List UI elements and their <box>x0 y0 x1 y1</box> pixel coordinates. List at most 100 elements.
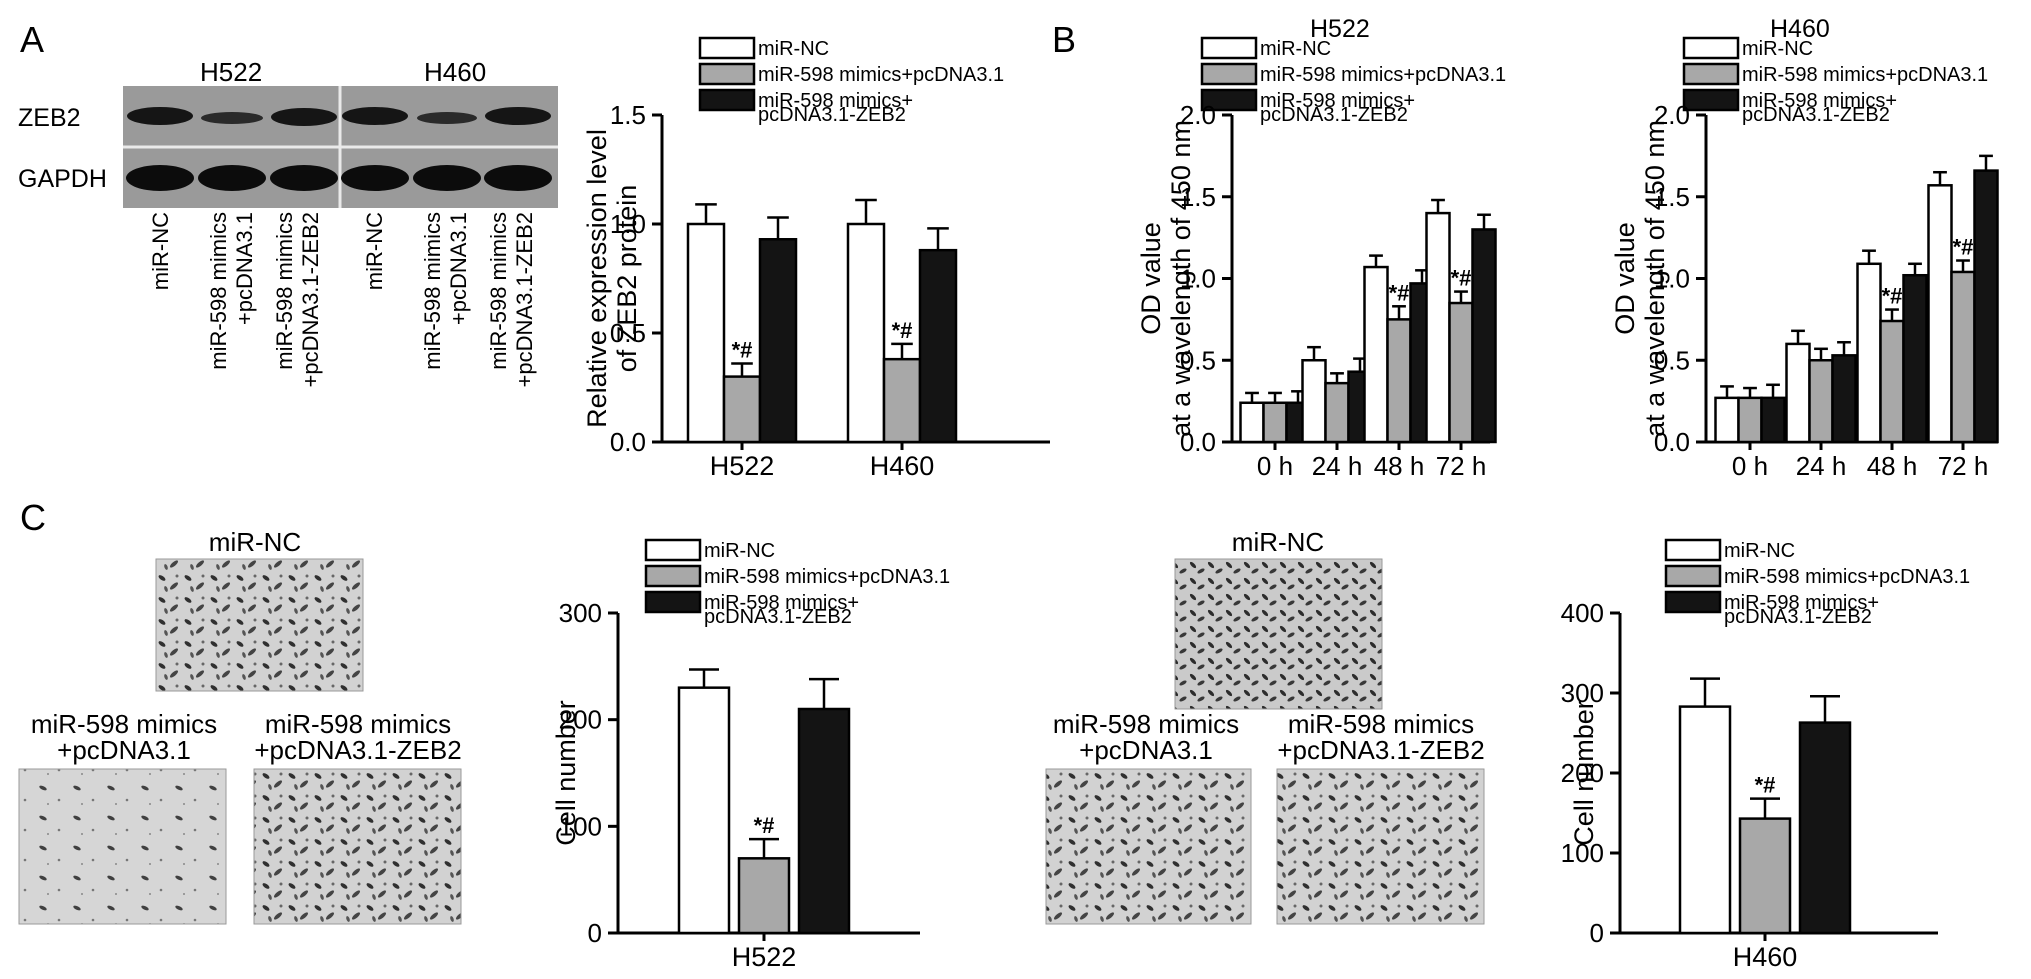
legend-label-2: miR-598 mimics+pcDNA3.1 <box>1260 64 1506 86</box>
y-axis-label: Cell number <box>551 700 581 846</box>
chart-b-h522-od: miR-NC miR-598 mimics+pcDNA3.1 miR-598 mim… <box>1136 15 1506 481</box>
bar-1 <box>1856 262 1882 444</box>
y-tick-label: 0 <box>588 918 602 948</box>
lane-label-2a: miR-598 mimics <box>206 212 231 370</box>
bar-3 <box>1471 228 1497 444</box>
legend-label-3: miR-598 mimics+ <box>1724 592 1879 614</box>
legend-label-3-line2: pcDNA3.1-ZEB2 <box>704 606 852 628</box>
lane-label-5a: miR-598 mimics <box>420 212 445 370</box>
transwell-h460-mimics-label-2: +pcDNA3.1 <box>1079 735 1213 765</box>
legend-swatch-1 <box>1200 36 1258 60</box>
x-tick-label: 72 h <box>1938 451 1989 481</box>
legend-label-3: miR-598 mimics+ <box>758 90 913 112</box>
bar-3 <box>1973 169 1999 444</box>
x-tick-label: 0 h <box>1257 451 1293 481</box>
y-axis-label: Relative expression level <box>582 129 612 428</box>
x-tick-label: 0 h <box>1732 451 1768 481</box>
legend-label-2: miR-598 mimics+pcDNA3.1 <box>704 566 950 588</box>
y-tick-label: 1.0 <box>1654 264 1690 294</box>
transwell-h522-mimics-label-1: miR-598 mimics <box>31 709 217 739</box>
legend-swatch-3 <box>1664 590 1722 614</box>
y-tick-label: 200 <box>1561 758 1604 788</box>
legend-swatch-1 <box>1682 36 1740 60</box>
chart-a-zeb2-expression: miR-NC miR-598 mimics+pcDNA3.1 miR-598 mim… <box>582 36 1050 481</box>
bar-3 <box>918 248 958 444</box>
legend-swatch-1 <box>698 36 756 60</box>
legend-swatch-3 <box>1682 88 1740 112</box>
y-axis-label: Cell number <box>1569 700 1599 846</box>
lane-label-4: miR-NC <box>362 212 387 290</box>
bar-2 <box>1324 381 1350 444</box>
legend-label-1: miR-NC <box>1724 540 1795 562</box>
legend-swatch-3 <box>1200 88 1258 112</box>
y-tick-label: 0.0 <box>1180 427 1216 457</box>
significance-mark: *# <box>1953 235 1974 260</box>
y-tick-label: 0.0 <box>1654 427 1690 457</box>
y-tick-label: 1.5 <box>1180 182 1216 212</box>
x-tick-label: H460 <box>1733 942 1798 972</box>
lane-label-3a: miR-598 mimics <box>272 212 297 370</box>
blot-row-label-gapdh: GAPDH <box>18 165 107 193</box>
bar-3 <box>758 238 798 444</box>
transwell-h460: miR-NC miR-598 mimics +pcDNA3.1 miR-598 … <box>1045 527 1485 925</box>
bar-3 <box>797 707 851 935</box>
significance-mark: *# <box>754 813 775 838</box>
bar-1 <box>1363 265 1389 444</box>
legend-label-2: miR-598 mimics+pcDNA3.1 <box>758 64 1004 86</box>
y-tick-label: 0 <box>1590 918 1604 948</box>
transwell-h460-mimics-label-1: miR-598 mimics <box>1053 709 1239 739</box>
chart-title: H460 <box>1770 15 1830 43</box>
y-tick-label: 1.5 <box>1654 182 1690 212</box>
transwell-h460-mimics-image <box>1045 768 1252 925</box>
bar-3 <box>1760 396 1786 444</box>
chart-c-h522-cell-number: miR-NC miR-598 mimics+pcDNA3.1 miR-598 mim… <box>551 538 950 972</box>
y-tick-label: 0.5 <box>610 318 646 348</box>
legend-label-1: miR-NC <box>1742 38 1813 60</box>
chart-b-h460-od: miR-NC miR-598 mimics+pcDNA3.1 miR-598 mim… <box>1610 15 1999 481</box>
y-tick-label: 200 <box>559 705 602 735</box>
bar-1 <box>1927 184 1953 444</box>
y-tick-label: 1.5 <box>610 100 646 130</box>
legend-swatch-2 <box>698 62 756 86</box>
band-gapdh-lane3 <box>270 165 338 191</box>
bar-2 <box>1950 270 1976 444</box>
bar-1 <box>1239 401 1265 444</box>
bar-2 <box>1448 301 1474 444</box>
transwell-h522-nc-label: miR-NC <box>209 527 301 557</box>
bar-1 <box>677 686 731 935</box>
legend-label-3: miR-598 mimics+ <box>704 592 859 614</box>
legend-swatch-2 <box>644 564 702 588</box>
lane-label-1: miR-NC <box>148 212 173 290</box>
bar-1 <box>1425 211 1451 444</box>
legend-label-1: miR-NC <box>704 540 775 562</box>
legend-swatch-3 <box>644 590 702 614</box>
band-zeb2-lane1 <box>127 107 193 125</box>
bar-2 <box>1808 359 1834 444</box>
significance-mark: *# <box>892 318 913 343</box>
legend-label-2: miR-598 mimics+pcDNA3.1 <box>1724 566 1970 588</box>
transwell-h460-nc-label: miR-NC <box>1232 527 1324 557</box>
transwell-h522: miR-NC miR-598 mimics +pcDNA3.1 miR-598 … <box>18 527 462 925</box>
legend-swatch-3 <box>698 88 756 112</box>
legend-label-1: miR-NC <box>1260 38 1331 60</box>
bar-2 <box>722 375 762 444</box>
x-tick-label: 24 h <box>1796 451 1847 481</box>
y-tick-label: 0.5 <box>1180 345 1216 375</box>
band-zeb2-lane5 <box>417 112 477 124</box>
transwell-h460-nc-image <box>1174 558 1383 710</box>
chart-c-h460-cell-number: miR-NC miR-598 mimics+pcDNA3.1 miR-598 mim… <box>1561 538 1970 972</box>
significance-mark: *# <box>732 338 753 363</box>
y-tick-label: 100 <box>559 811 602 841</box>
legend-swatch-2 <box>1682 62 1740 86</box>
bar-1 <box>1678 705 1732 935</box>
significance-mark: *# <box>1882 284 1903 309</box>
y-axis-label-line2: of ZEB2 protein <box>612 185 642 373</box>
lane-label-6b: +pcDNA3.1-ZEB2 <box>512 212 537 387</box>
legend-label-3: miR-598 mimics+ <box>1742 90 1897 112</box>
legend-label-3-line2: pcDNA3.1-ZEB2 <box>758 104 906 126</box>
y-axis-label-line2: at a wavelength of 450 nm <box>1640 120 1670 437</box>
bar-1 <box>1714 396 1740 444</box>
y-axis-label: OD value <box>1136 222 1166 335</box>
bar-1 <box>1301 359 1327 444</box>
legend-label-3-line2: pcDNA3.1-ZEB2 <box>1724 606 1872 628</box>
